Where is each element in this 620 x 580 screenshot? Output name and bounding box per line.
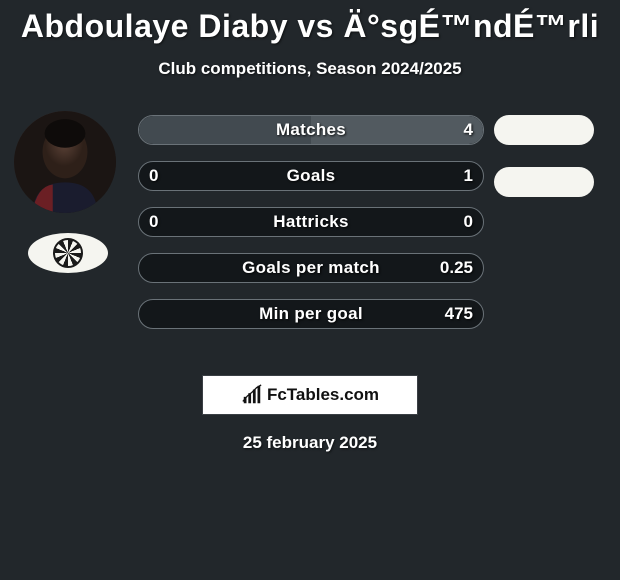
stat-value-right: 4: [464, 116, 473, 144]
brand-text: FcTables.com: [267, 385, 379, 405]
page-subtitle: Club competitions, Season 2024/2025: [0, 59, 620, 79]
stat-row: Min per goal475: [138, 299, 484, 329]
stat-value-right: 475: [445, 300, 473, 328]
stat-rows: Matches4Goals01Hattricks00Goals per matc…: [138, 115, 484, 345]
player-pill-right: [494, 115, 594, 145]
player-pill-right: [494, 167, 594, 197]
stat-label: Goals per match: [139, 254, 483, 282]
stat-value-left: 0: [149, 162, 158, 190]
comparison-panel: Matches4Goals01Hattricks00Goals per matc…: [0, 115, 620, 355]
stat-value-right: 0: [464, 208, 473, 236]
player-photo-left: [14, 111, 116, 213]
stat-value-right: 0.25: [440, 254, 473, 282]
date-line: 25 february 2025: [0, 433, 620, 453]
club-badge-left: [28, 233, 108, 273]
badge-check-icon: [53, 238, 83, 268]
stat-label: Matches: [139, 116, 483, 144]
stat-label: Min per goal: [139, 300, 483, 328]
stat-value-left: 0: [149, 208, 158, 236]
stat-row: Goals per match0.25: [138, 253, 484, 283]
chart-icon: [241, 384, 263, 406]
stat-value-right: 1: [464, 162, 473, 190]
brand-box[interactable]: FcTables.com: [202, 375, 418, 415]
stat-row: Matches4: [138, 115, 484, 145]
page-title: Abdoulaye Diaby vs Ä°sgÉ™ndÉ™rli: [0, 0, 620, 45]
stat-label: Goals: [139, 162, 483, 190]
right-player-column: [488, 115, 600, 219]
left-player-column: [8, 111, 123, 273]
avatar-svg: [14, 111, 116, 213]
badge-ellipse: [28, 233, 108, 273]
stat-row: Goals0 1: [138, 161, 484, 191]
stat-row: Hattricks0 0: [138, 207, 484, 237]
stat-label: Hattricks: [139, 208, 483, 236]
